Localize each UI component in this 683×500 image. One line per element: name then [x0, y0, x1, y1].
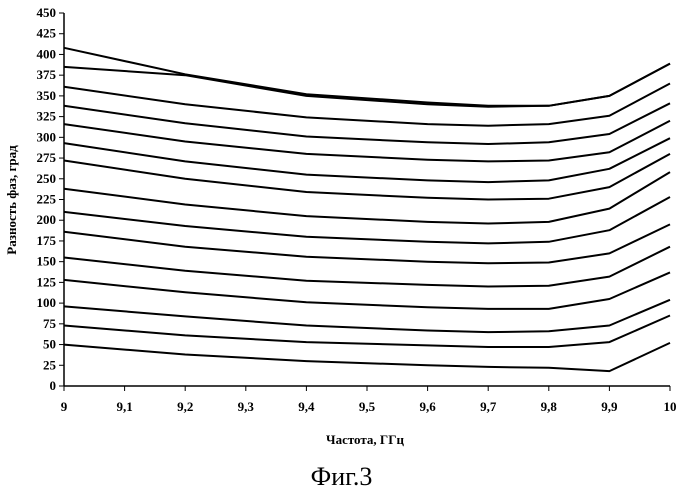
y-tick-label: 75 [43, 316, 57, 331]
y-tick-label: 25 [43, 357, 57, 372]
x-tick-label: 9,9 [601, 399, 618, 414]
y-tick-label: 0 [50, 378, 57, 393]
x-tick-label: 9,2 [177, 399, 193, 414]
series-line-15 [64, 48, 670, 106]
y-tick-labels: 0 25 50 75 100 125 150 175 200 225 250 275 300 325 350… [37, 5, 65, 393]
y-tick-label: 450 [37, 5, 57, 20]
y-tick-label: 400 [37, 46, 57, 61]
x-tick-label: 9,4 [298, 399, 315, 414]
x-tick-label: 9,3 [238, 399, 255, 414]
y-tick-label: 150 [37, 254, 57, 269]
series-line-8 [64, 172, 670, 223]
y-tick-label: 100 [37, 295, 57, 310]
y-tick-label: 275 [37, 150, 57, 165]
y-tick-label: 250 [37, 171, 57, 186]
y-tick-label: 300 [37, 129, 57, 144]
y-tick-label: 200 [37, 212, 57, 227]
y-tick-label: 50 [43, 337, 56, 352]
y-tick-label: 350 [37, 88, 57, 103]
figure-caption: Фиг.3 [0, 462, 683, 492]
y-tick-label: 225 [37, 192, 57, 207]
x-tick-label: 9,6 [419, 399, 436, 414]
y-tick-label: 175 [37, 233, 57, 248]
series-line-5 [64, 247, 670, 287]
series-line-11 [64, 121, 670, 162]
x-axis-title: Частота, ГГц [326, 432, 404, 447]
series-line-4 [64, 272, 670, 309]
series-line-10 [64, 138, 670, 182]
x-tick-label: 9,1 [116, 399, 132, 414]
y-tick-label: 425 [37, 26, 57, 41]
series-line-6 [64, 224, 670, 263]
x-tick-label: 10 [664, 399, 677, 414]
series-line-1 [64, 343, 670, 371]
x-tick-label: 9,8 [541, 399, 558, 414]
y-tick-label: 325 [37, 109, 57, 124]
phase-difference-chart: 0 25 50 75 100 125 150 175 200 225 250 275 300 325 350… [0, 0, 683, 460]
axes [64, 13, 670, 386]
y-tick-label: 125 [37, 274, 57, 289]
series-line-2 [64, 316, 670, 348]
x-tick-label: 9,5 [359, 399, 376, 414]
y-axis-title: Разность фаз, град [4, 145, 19, 255]
x-tick-labels: 9 9,1 9,2 9,3 9,4 9,5 9,6 9,7 9,8 9,9 10 [61, 386, 677, 414]
x-tick-label: 9 [61, 399, 68, 414]
y-tick-label: 375 [37, 67, 57, 82]
x-tick-label: 9,7 [480, 399, 497, 414]
series-lines [64, 48, 670, 371]
series-line-7 [64, 197, 670, 243]
